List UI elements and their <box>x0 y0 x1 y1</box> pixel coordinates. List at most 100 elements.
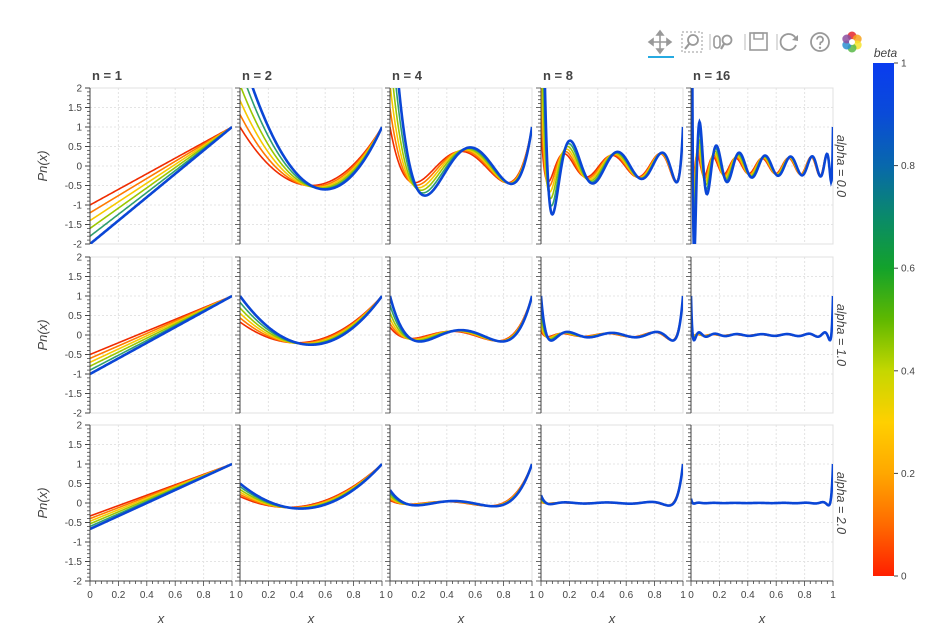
x-tick-label: 0.4 <box>591 590 605 601</box>
x-tick-label: 0.4 <box>140 590 154 601</box>
x-tick-label: 0.8 <box>347 590 361 601</box>
subplot[interactable]: 0 0.2 0.4 0.6 0.8 1 x <box>536 424 686 626</box>
series-line <box>390 295 532 342</box>
bokeh-logo[interactable] <box>838 28 866 56</box>
row-label: alpha = 2.0 <box>834 472 848 534</box>
x-tick-label: 1 <box>229 590 235 601</box>
series-line <box>240 463 382 510</box>
x-tick-label: 0.6 <box>468 590 482 601</box>
y-tick-label: -0.5 <box>65 350 83 361</box>
column-title: n = 2 <box>242 68 272 83</box>
series-line <box>691 88 833 244</box>
series-line <box>246 88 382 190</box>
series-line <box>542 88 683 200</box>
subplot[interactable]: alpha = 1.0 <box>686 256 848 414</box>
subplot[interactable]: alpha = 0.0 <box>686 0 848 254</box>
series-line <box>90 125 232 244</box>
reset-arrows-icon <box>776 33 798 51</box>
series-line <box>90 126 232 214</box>
colorbar-tick-label: 0.8 <box>901 161 915 172</box>
subplot[interactable]: 0 0.2 0.4 0.6 0.8 1 x <box>385 424 535 626</box>
series-line <box>541 463 683 507</box>
series-line <box>541 100 683 188</box>
y-tick-label: -1 <box>73 201 82 212</box>
x-axis-label: x <box>157 611 165 626</box>
series-line <box>541 463 683 507</box>
colorbar-tick-label: 0.6 <box>901 264 915 275</box>
y-tick-label: 1 <box>76 292 82 303</box>
series-line <box>691 91 833 191</box>
x-tick-label: 0.8 <box>197 590 211 601</box>
y-tick-label: 2 <box>76 421 82 432</box>
column-title: n = 8 <box>543 68 573 83</box>
bokeh-logo-icon <box>842 31 862 53</box>
colorbar-tick-label: 0 <box>901 572 907 583</box>
x-tick-label: 0.2 <box>562 590 576 601</box>
y-tick-label: 2 <box>76 84 82 95</box>
y-tick-label: -2 <box>73 577 82 588</box>
y-tick-label: -2 <box>73 409 82 420</box>
x-tick-label: 1 <box>680 590 686 601</box>
series-line <box>543 88 683 216</box>
x-axis-label: x <box>758 611 766 626</box>
subplot[interactable] <box>536 0 684 245</box>
y-tick-label: 1 <box>76 460 82 471</box>
subplot[interactable] <box>385 0 533 245</box>
x-tick-label: 0.6 <box>769 590 783 601</box>
help-circle-icon <box>810 32 830 52</box>
box-zoom-tool-button[interactable] <box>678 28 706 56</box>
save-tool-button[interactable] <box>743 28 771 56</box>
move-arrows-icon <box>647 29 673 55</box>
series-line <box>90 126 232 206</box>
colorbar-tick-label: 1 <box>901 59 907 70</box>
subplot[interactable] <box>536 256 684 414</box>
y-tick-label: -0.5 <box>65 181 83 192</box>
row-label: alpha = 0.0 <box>834 135 848 197</box>
series-line <box>541 295 683 342</box>
x-tick-label: 0.6 <box>318 590 332 601</box>
series-line <box>240 88 382 189</box>
subplot[interactable]: 2 1.5 1 0.5 0 -0.5 -1 -1.5 -2 Pn(x) <box>35 84 233 251</box>
subplot[interactable] <box>385 256 533 414</box>
colorbar-tick-label: 0.4 <box>901 366 915 377</box>
x-tick-label: 0.8 <box>497 590 511 601</box>
x-tick-label: 0 <box>688 590 694 601</box>
x-axis-label: x <box>307 611 315 626</box>
series-line <box>691 88 833 200</box>
y-tick-label: -1.5 <box>65 557 83 568</box>
series-line <box>390 463 532 508</box>
column-title: n = 1 <box>92 68 122 83</box>
series-line <box>541 463 683 507</box>
reset-tool-button[interactable] <box>775 28 803 56</box>
subplot[interactable] <box>235 49 383 245</box>
series-line <box>90 126 232 222</box>
wheel-zoom-tool-button[interactable] <box>708 28 736 56</box>
subplot[interactable]: 2 1.5 1 0.5 0 -0.5 -1 -1.5 -2 Pn(x) <box>35 253 233 420</box>
box-zoom-icon <box>681 31 703 53</box>
y-tick-label: 1 <box>76 123 82 134</box>
subplot[interactable]: 0 0.2 0.4 0.6 0.8 1 x <box>235 424 385 626</box>
subplot[interactable] <box>235 256 383 414</box>
x-tick-label: 0.6 <box>619 590 633 601</box>
series-line <box>691 88 833 213</box>
x-tick-label: 0.2 <box>111 590 125 601</box>
series-line <box>543 88 683 207</box>
subplot[interactable]: 2 1.5 1 0.5 0 -0.5 -1 -1.5 -2 Pn(x) 0 0.2 0.4 0.6 0.8 1… <box>35 421 235 627</box>
x-tick-label: 1 <box>529 590 535 601</box>
y-tick-label: 1.5 <box>68 272 82 283</box>
x-tick-label: 0 <box>87 590 93 601</box>
series-line <box>90 462 232 531</box>
y-tick-label: 0.5 <box>68 311 82 322</box>
y-tick-label: -1 <box>73 370 82 381</box>
x-tick-label: 0.4 <box>741 590 755 601</box>
y-axis-label: Pn(x) <box>35 319 50 350</box>
y-tick-label: -1.5 <box>65 220 83 231</box>
wheel-zoom-icon <box>709 34 733 50</box>
series-line <box>240 463 382 509</box>
subplot[interactable]: 0 0.2 0.4 0.6 0.8 1 x alpha = 2.0 <box>686 424 848 626</box>
series-line <box>240 114 382 188</box>
help-tool-button[interactable] <box>806 28 834 56</box>
pan-tool-button[interactable] <box>646 28 674 58</box>
row-label: alpha = 1.0 <box>834 304 848 366</box>
floppy-disk-icon <box>744 32 768 51</box>
